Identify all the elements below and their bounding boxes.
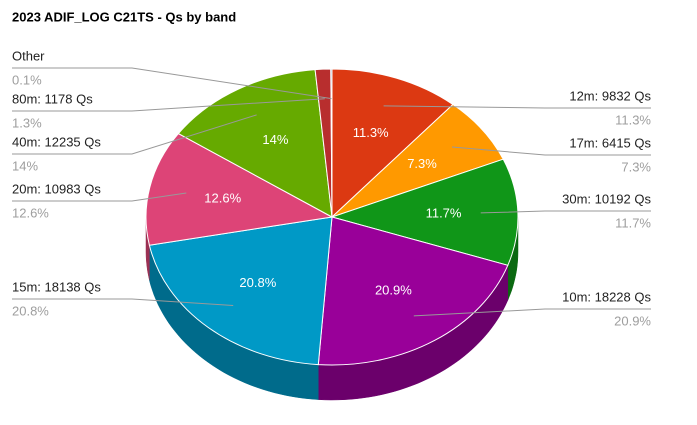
slice-label: 11.3% xyxy=(353,125,389,140)
slice xyxy=(317,216,509,366)
legend-label: 10m: 18228 Qs xyxy=(562,289,651,304)
slice-label: 20.8% xyxy=(239,275,276,290)
slice-label: 11.7% xyxy=(426,205,462,220)
legend-label: 12m: 9832 Qs xyxy=(569,88,651,103)
legend-label: 80m: 1178 Qs xyxy=(12,91,93,106)
legend-percent: 11.7% xyxy=(615,215,651,230)
slice xyxy=(330,68,333,218)
slice xyxy=(177,69,333,218)
legend-percent: 14% xyxy=(12,158,38,173)
leader-line xyxy=(12,98,325,112)
legend-percent: 12.6% xyxy=(12,205,49,220)
legend-percent: 20.9% xyxy=(614,313,651,328)
chart-title: 2023 ADIF_LOG C21TS - Qs by band xyxy=(12,9,236,24)
leader-line xyxy=(12,192,187,202)
slice-label: 20.9% xyxy=(375,283,412,298)
legend-percent: 0.1% xyxy=(12,72,42,87)
leader-line xyxy=(480,210,651,214)
slice xyxy=(145,132,334,246)
legend-percent: 1.3% xyxy=(12,115,42,130)
slice-label: 7.3% xyxy=(407,156,437,171)
leader-line xyxy=(12,298,234,306)
legend-percent: 7.3% xyxy=(621,159,651,174)
slice xyxy=(148,216,333,366)
legend-label: 20m: 10983 Qs xyxy=(12,181,101,196)
leader-line xyxy=(413,308,651,317)
legend-percent: 20.8% xyxy=(12,303,49,318)
slice-label: 14% xyxy=(262,132,288,147)
legend-percent: 11.3% xyxy=(615,112,651,127)
legend-label: 30m: 10192 Qs xyxy=(562,191,651,206)
slice-label: 12.6% xyxy=(204,190,241,205)
legend-label: 40m: 12235 Qs xyxy=(12,134,101,149)
leader-line xyxy=(383,105,651,109)
leader-line xyxy=(451,146,651,156)
legend-label: 15m: 18138 Qs xyxy=(12,279,101,294)
legend-label: Other xyxy=(12,48,45,63)
leader-line xyxy=(12,114,257,155)
legend-label: 17m: 6415 Qs xyxy=(569,135,651,150)
leader-line xyxy=(12,67,332,100)
